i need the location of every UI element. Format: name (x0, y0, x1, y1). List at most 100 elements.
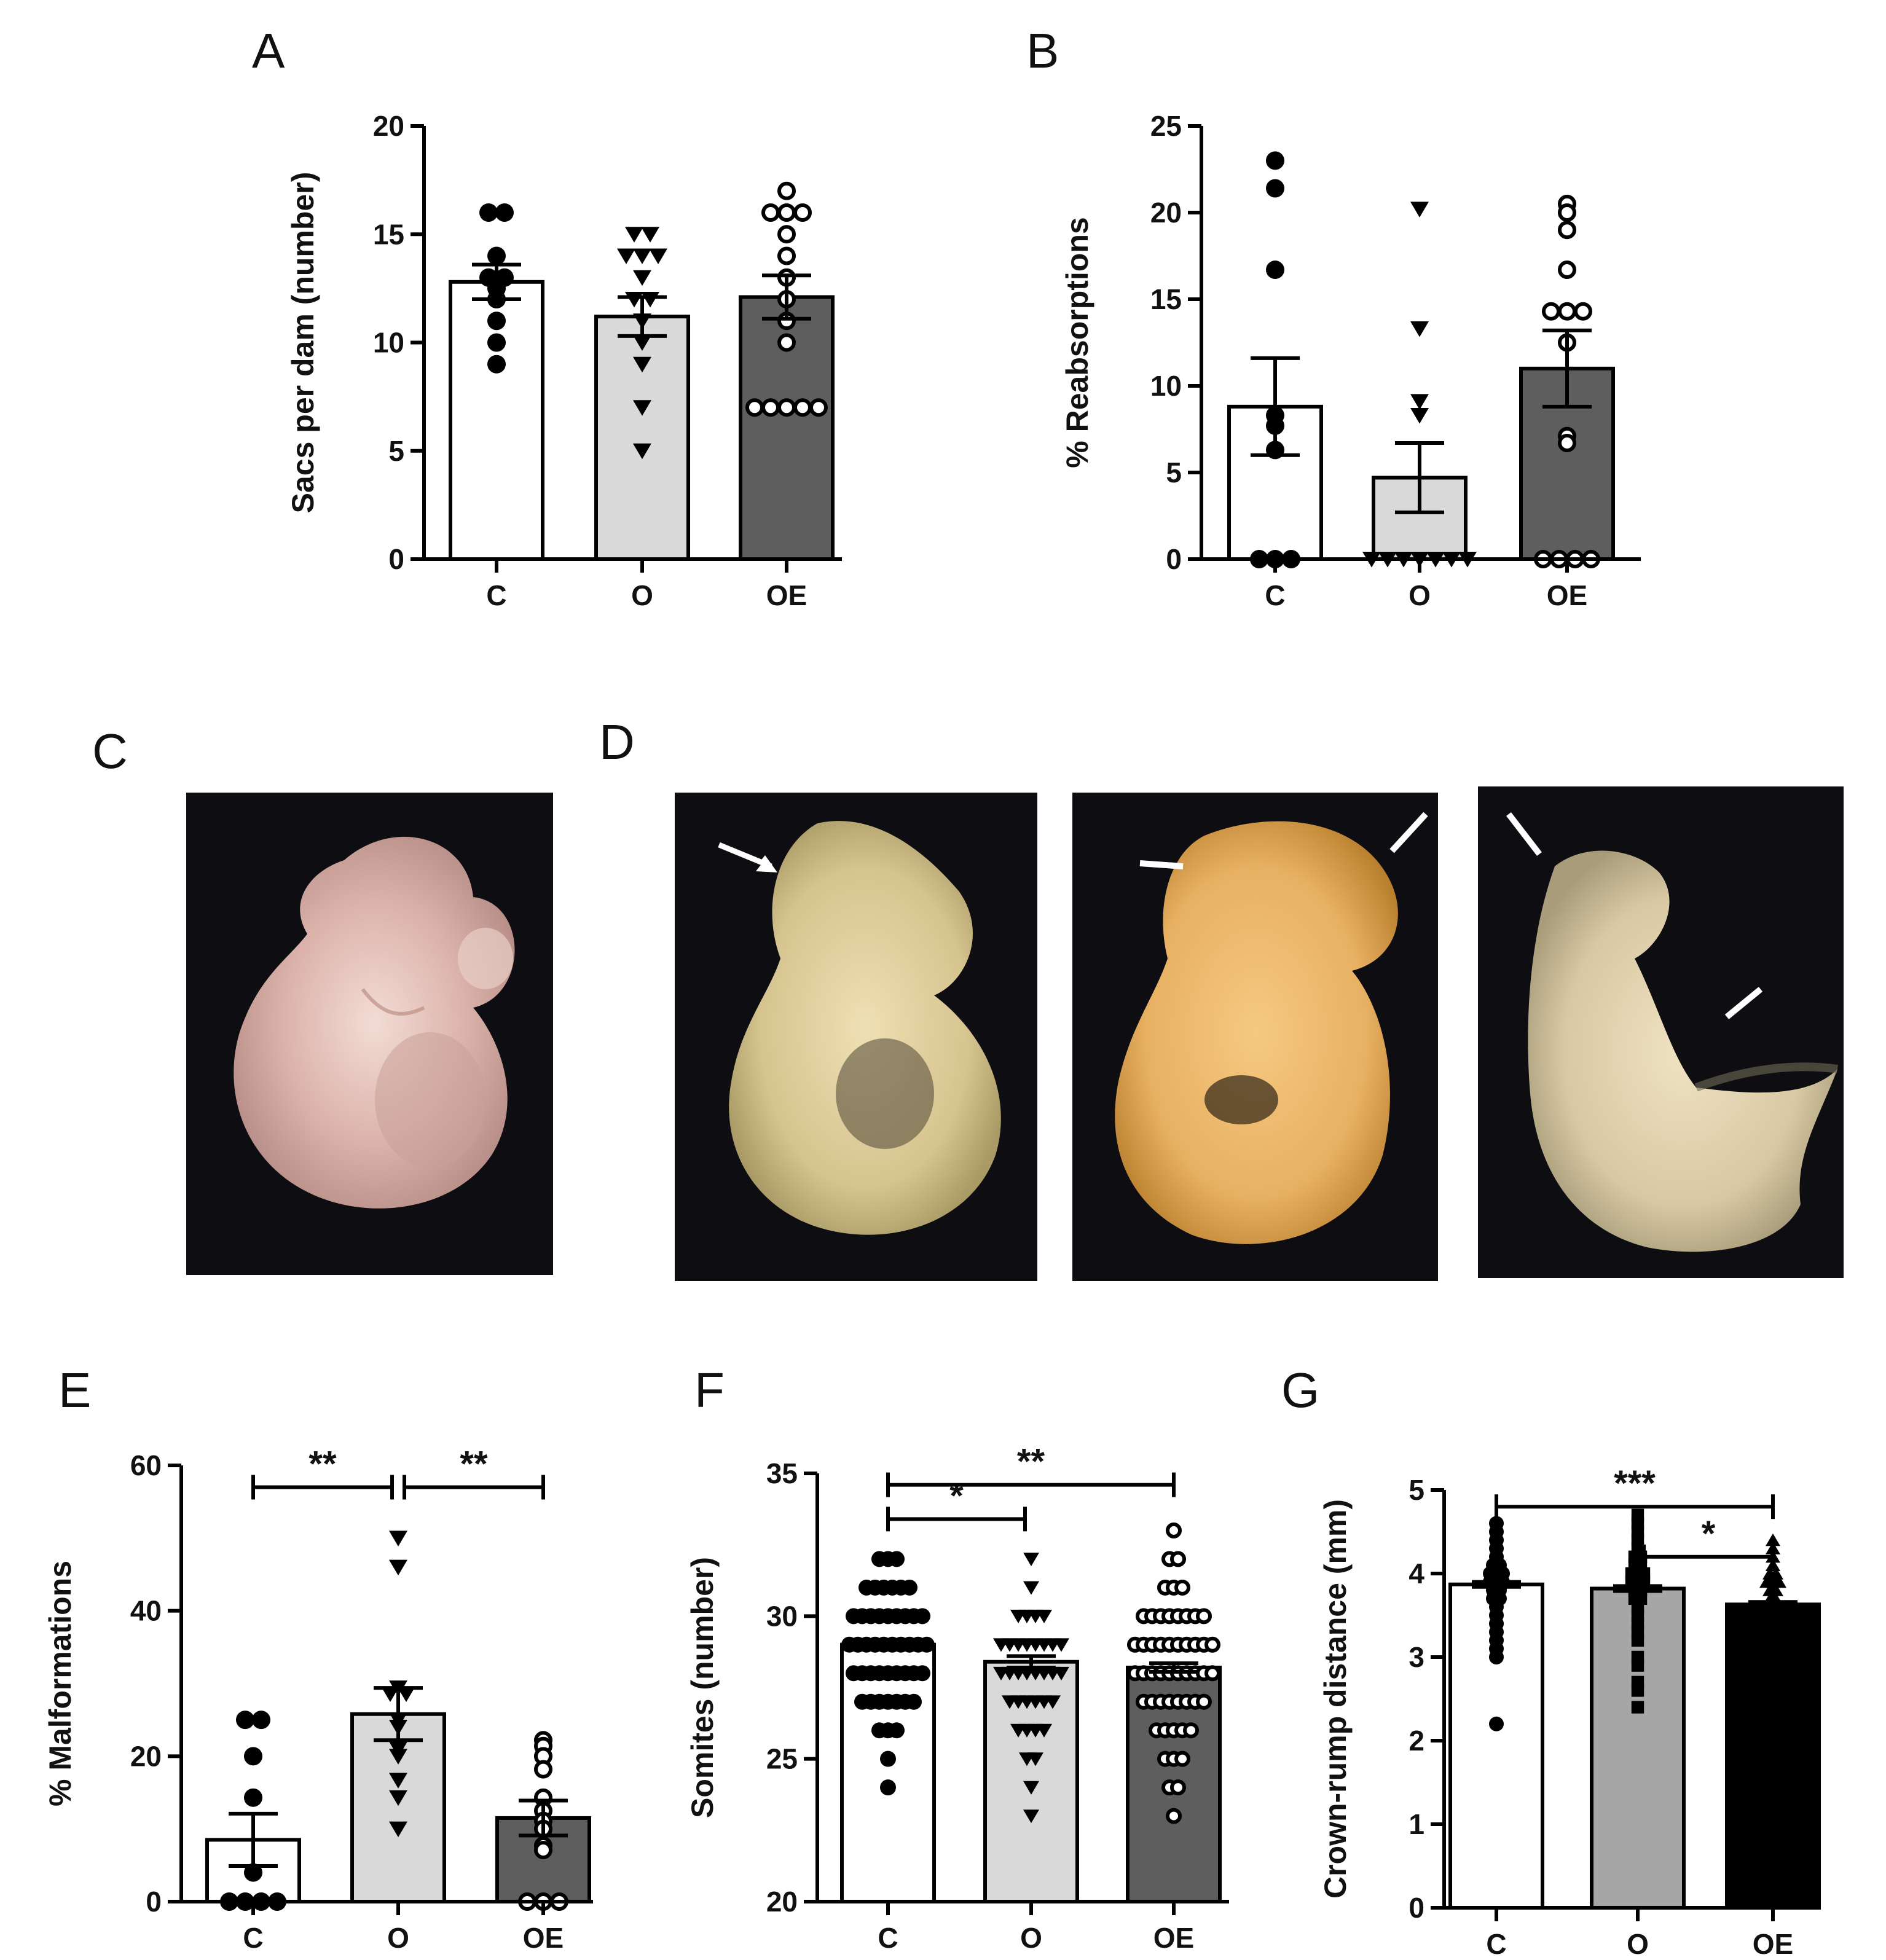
x-tick-label: O (1020, 1922, 1042, 1954)
data-point (1410, 202, 1429, 218)
data-point (1023, 1781, 1039, 1795)
data-point (1631, 1634, 1644, 1647)
y-tick-label: 60 (130, 1449, 162, 1481)
data-point (1766, 1588, 1780, 1601)
y-axis-label: Crown-rump distance (mm) (1318, 1499, 1353, 1899)
arrow-icon (718, 842, 772, 869)
data-point (633, 443, 651, 460)
y-tick-label: 0 (146, 1886, 162, 1918)
y-tick-label: 20 (130, 1740, 162, 1772)
y-axis-label: % Reabsorptions (1060, 217, 1094, 468)
data-point (761, 398, 780, 417)
data-point (252, 1711, 270, 1730)
y-tick-label: 40 (130, 1595, 162, 1627)
x-tick-label: C (1265, 579, 1285, 611)
y-tick-label: 15 (1150, 283, 1182, 315)
data-point (1196, 1693, 1212, 1710)
data-point (1036, 1723, 1052, 1738)
y-axis-label: Somites (number) (685, 1557, 720, 1818)
x-tick-label: O (1627, 1928, 1649, 1960)
data-point (633, 400, 651, 416)
chart-e: 0 20 40 60 C O OE % Malformations ** ** (43, 1445, 593, 1954)
x-tick-label: C (243, 1922, 263, 1954)
significance-label: ** (308, 1445, 337, 1484)
data-point (495, 203, 514, 222)
y-tick-label: 4 (1409, 1558, 1424, 1590)
y-tick-label: 35 (766, 1457, 798, 1489)
y-tick-label: 20 (373, 110, 404, 142)
data-point (906, 1693, 922, 1710)
data-point (1266, 261, 1284, 280)
y-tick-label: 15 (373, 218, 404, 250)
data-point (1023, 1553, 1039, 1567)
x-tick-label: OE (523, 1922, 564, 1954)
data-point (641, 227, 659, 243)
data-point (809, 398, 828, 417)
y-tick-label: 0 (1409, 1892, 1424, 1924)
data-point (381, 1686, 399, 1703)
panel-letter-d: D (599, 715, 635, 769)
x-tick-label: O (387, 1922, 409, 1954)
x-tick-label: C (1486, 1928, 1506, 1960)
data-point (244, 1788, 262, 1807)
photo-malformed-embryo-1 (675, 793, 1037, 1281)
data-point (793, 203, 812, 222)
x-tick-label: OE (766, 579, 807, 611)
data-point (777, 181, 796, 200)
y-tick-label: 10 (373, 327, 404, 359)
y-tick-label: 0 (388, 543, 404, 575)
significance-label: * (949, 1476, 964, 1516)
y-tick-label: 20 (1150, 197, 1182, 229)
significance-label: ** (460, 1445, 488, 1484)
data-point (1558, 203, 1576, 222)
x-tick-label: OE (1153, 1922, 1194, 1954)
y-tick-label: 5 (1166, 457, 1182, 488)
y-axis-label: % Malformations (43, 1561, 77, 1806)
data-point (389, 1531, 407, 1546)
y-tick-label: 5 (1409, 1474, 1424, 1506)
data-point (919, 1636, 935, 1653)
data-point (617, 248, 635, 264)
data-point (761, 203, 780, 222)
data-point (777, 225, 796, 244)
panel-letter-e: E (58, 1363, 91, 1417)
data-point (1631, 1684, 1644, 1697)
data-point (389, 1773, 407, 1789)
data-point (1574, 302, 1592, 321)
bar-c (840, 1642, 936, 1904)
data-point (389, 1790, 407, 1806)
data-point (1558, 434, 1576, 453)
chart-a: 0 5 10 15 20 C O OE Sacs per dam (number) (286, 110, 842, 611)
data-point (880, 1779, 896, 1796)
x-tick-label: C (486, 579, 506, 611)
data-point (487, 333, 506, 352)
data-point (1183, 1722, 1199, 1739)
data-point (244, 1863, 262, 1882)
photo-malformed-embryo-2 (1072, 793, 1438, 1281)
data-point (1410, 321, 1429, 337)
data-point (633, 335, 651, 351)
significance-label: ** (1017, 1442, 1045, 1482)
data-point (777, 203, 796, 222)
data-point (1410, 407, 1429, 424)
data-point (244, 1747, 262, 1766)
data-point (1558, 261, 1576, 280)
data-point (1410, 394, 1429, 410)
panel-letter-g: G (1281, 1363, 1319, 1417)
x-tick-label: OE (1547, 579, 1587, 611)
y-tick-label: 10 (1150, 370, 1182, 402)
data-point (1766, 1533, 1780, 1546)
significance-label: *** (1614, 1464, 1656, 1503)
arrow-icon (1724, 987, 1763, 1019)
data-point (1489, 1716, 1504, 1731)
data-point (534, 1840, 552, 1859)
y-tick-label: 3 (1409, 1641, 1424, 1673)
data-point (1170, 1551, 1186, 1567)
x-tick-label: OE (1753, 1928, 1793, 1960)
data-point (1196, 1608, 1212, 1625)
significance-label: * (1702, 1514, 1716, 1554)
arrow-icon (1139, 860, 1184, 869)
bar-oe (1725, 1602, 1821, 1910)
